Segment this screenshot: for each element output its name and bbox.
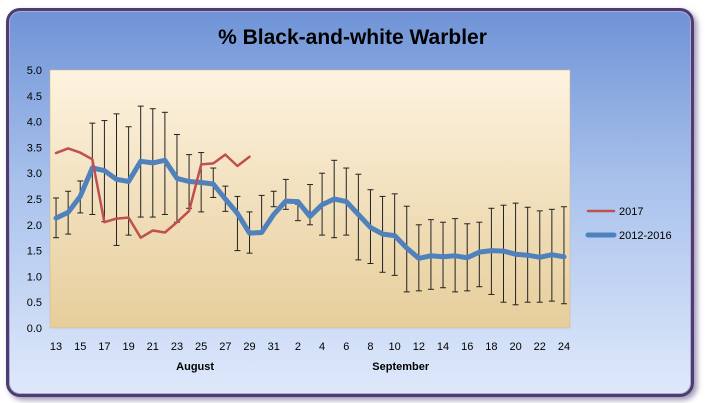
x-tick-label: 17 [98,341,110,353]
x-tick-label: 24 [558,341,570,353]
error-bar [270,190,277,208]
y-tick-label: 5.0 [27,65,42,77]
x-tick-label: 4 [319,341,325,353]
x-tick-label: 8 [367,341,373,353]
x-tick-label: 29 [243,341,255,353]
series-line-2017 [54,147,251,239]
y-tick-label: 4.5 [27,91,42,103]
x-tick-label: 2 [295,341,301,353]
x-tick-label: 21 [147,341,159,353]
x-tick-label: 16 [461,341,473,353]
y-tick-label: 1.0 [27,271,42,283]
x-tick-label: 6 [343,341,349,353]
x-tick-label: 14 [437,341,449,353]
y-tick-label: 0.5 [27,297,42,309]
error-bar [234,195,241,252]
legend-entry: 2017 [586,206,643,218]
month-label: September [372,361,430,373]
legend-label: 2012-2016 [619,230,672,242]
y-tick-label: 2.0 [27,220,42,232]
y-tick-label: 3.0 [27,168,42,180]
x-tick-label: 10 [389,341,401,353]
x-tick-label: 18 [485,341,497,353]
error-bar [500,204,507,303]
x-tick-label: 22 [534,341,546,353]
legend-label: 2017 [619,206,643,218]
y-tick-label: 2.5 [27,194,42,206]
x-tick-label: 15 [74,341,86,353]
x-tick-label: 27 [219,341,231,353]
series-line-2012-2016 [53,157,567,261]
x-tick-label: 19 [122,341,134,353]
x-tick-label: 23 [171,341,183,353]
x-tick-label: 25 [195,341,207,353]
x-tick-label: 20 [509,341,521,353]
y-tick-label: 3.5 [27,142,42,154]
y-tick-label: 0.0 [27,323,42,335]
y-tick-label: 1.5 [27,246,42,258]
x-tick-label: 12 [413,341,425,353]
chart-title: % Black-and-white Warbler [218,26,487,49]
x-tick-label: 13 [50,341,62,353]
month-label: August [176,361,214,373]
x-tick-label: 31 [268,341,280,353]
y-tick-label: 4.0 [27,117,42,129]
legend-entry: 2012-2016 [585,230,672,242]
